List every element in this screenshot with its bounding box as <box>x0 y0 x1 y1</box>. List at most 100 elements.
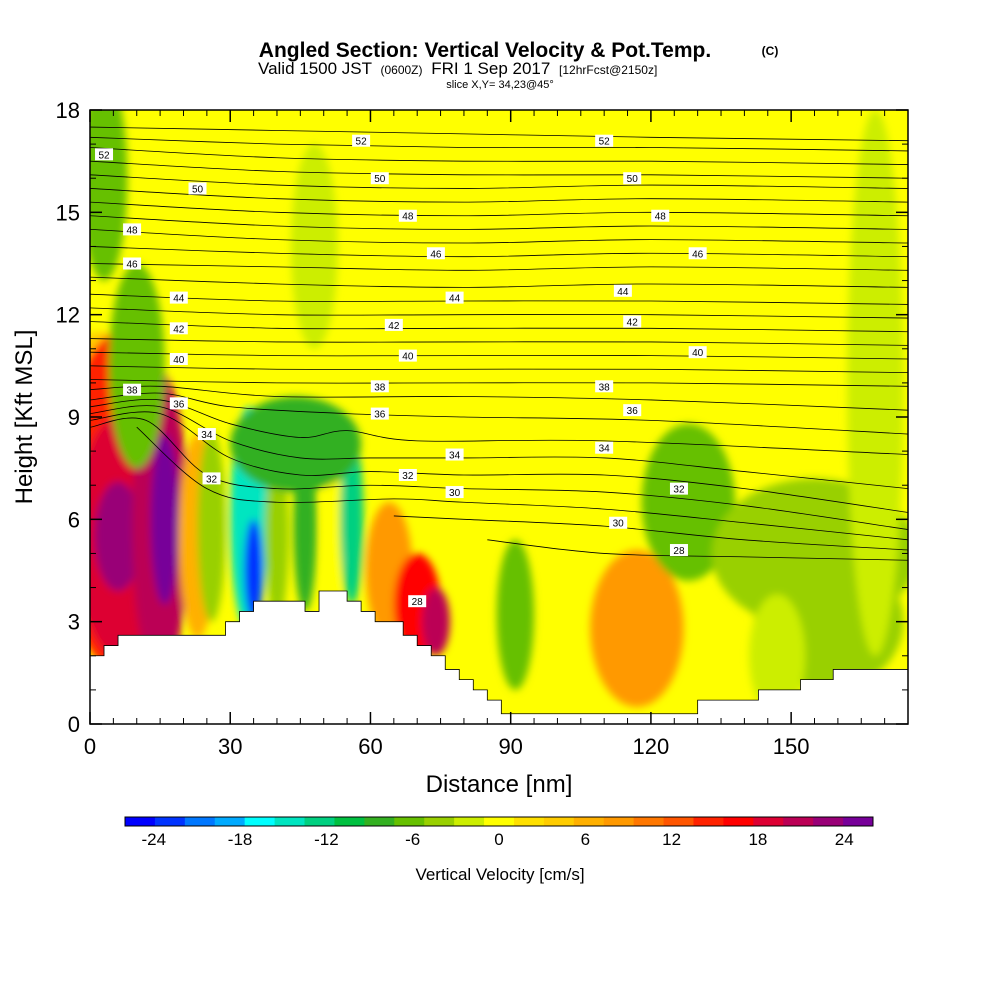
isentrope-label-44: 44 <box>169 291 188 305</box>
colorbar-tick-label: -24 <box>141 830 166 849</box>
x-axis: 0 30 60 90 120 150 <box>84 110 886 759</box>
title-block: Angled Section: Vertical Velocity & Pot.… <box>258 39 778 91</box>
svg-text:40: 40 <box>402 352 414 363</box>
velocity-cell-5 <box>150 434 179 605</box>
svg-text:32: 32 <box>402 471 414 482</box>
y-axis-label: Height [Kft MSL] <box>11 330 38 505</box>
svg-text:52: 52 <box>356 137 368 148</box>
svg-text:30: 30 <box>613 519 625 530</box>
svg-text:44: 44 <box>449 294 461 305</box>
x-tick-label: 30 <box>218 734 242 759</box>
subtitle: Valid 1500 JST (0600Z) FRI 1 Sep 2017 [1… <box>258 59 657 78</box>
svg-text:48: 48 <box>127 225 139 236</box>
isentrope-line-6 <box>90 201 908 217</box>
svg-text:36: 36 <box>173 399 185 410</box>
isentrope-label-30: 30 <box>609 516 628 530</box>
svg-text:34: 34 <box>449 451 461 462</box>
velocity-cell-10 <box>265 451 289 622</box>
colorbar: -24 -18 -12 -6 0 6 12 18 24 <box>124 816 874 849</box>
isentrope-line-2 <box>90 147 908 165</box>
isentrope-label-50: 50 <box>370 172 389 185</box>
isentrope-label-40: 40 <box>169 353 188 366</box>
isentrope-label-32: 32 <box>669 482 688 496</box>
velocity-cell-3 <box>94 481 142 591</box>
isentrope-line-13 <box>90 307 908 319</box>
subtitle-utc: (0600Z) <box>380 63 422 77</box>
isentrope-label-38: 38 <box>595 380 614 393</box>
x-tick-label: 0 <box>84 734 96 759</box>
colorbar-swatch-2 <box>184 817 216 826</box>
isentrope-label-32: 32 <box>398 468 417 482</box>
isentrope-line-20 <box>90 392 908 435</box>
colorbar-swatch-10 <box>424 817 455 826</box>
x-tick-label: 120 <box>633 734 670 759</box>
colorbar-swatch-24 <box>843 817 874 826</box>
svg-text:40: 40 <box>692 348 704 359</box>
velocity-field <box>90 110 908 718</box>
isentrope-line-0 <box>90 126 908 142</box>
colorbar-swatch-20 <box>723 817 754 826</box>
velocity-cell-7 <box>197 430 226 622</box>
velocity-cell-26 <box>749 594 806 718</box>
isentrope-label-32: 32 <box>202 472 221 485</box>
svg-text:44: 44 <box>617 287 629 298</box>
title-unit: (C) <box>762 44 779 58</box>
terrain <box>90 590 908 724</box>
y-tick-label: 0 <box>68 712 80 737</box>
y-tick-label: 6 <box>68 507 80 532</box>
colorbar-swatch-0 <box>125 817 156 826</box>
subtitle-valid: Valid 1500 JST <box>258 59 372 78</box>
colorbar-swatch-19 <box>693 817 724 826</box>
isentrope-label-40: 40 <box>688 346 707 359</box>
svg-text:46: 46 <box>692 249 704 260</box>
isentrope-label-30: 30 <box>445 486 464 499</box>
svg-text:32: 32 <box>206 474 218 485</box>
slice-label: slice X,Y= 34,23@45° <box>446 79 554 91</box>
isentrope-label-48: 48 <box>398 209 417 223</box>
isentrope-label-40: 40 <box>398 349 417 363</box>
colorbar-swatch-8 <box>364 817 395 826</box>
isentrope-line-4 <box>90 174 908 189</box>
y-tick-label: 3 <box>68 610 80 635</box>
svg-text:42: 42 <box>173 324 185 335</box>
colorbar-swatch-12 <box>484 817 515 826</box>
isentrope-label-52: 52 <box>352 134 371 148</box>
isentrope-label-52: 52 <box>595 134 614 148</box>
isentrope-label-52: 52 <box>95 148 114 161</box>
isentrope-label-48: 48 <box>651 209 670 223</box>
svg-text:48: 48 <box>655 212 667 223</box>
isentrope-line-22 <box>90 405 908 490</box>
colorbar-tick-label: 0 <box>494 830 503 849</box>
colorbar-tick-label: -12 <box>314 830 339 849</box>
isentrope-label-36: 36 <box>169 397 188 410</box>
colorbar-swatch-5 <box>274 817 306 826</box>
isentrope-line-16 <box>90 351 908 360</box>
velocity-cell-9 <box>244 519 263 622</box>
subtitle-forecast: [12hrFcst@2150z] <box>559 63 657 77</box>
colorbar-tick-label: 24 <box>835 830 854 849</box>
y-tick-label: 18 <box>56 98 80 123</box>
isentrope-label-36: 36 <box>623 404 642 417</box>
svg-text:46: 46 <box>127 260 139 271</box>
svg-text:38: 38 <box>599 382 611 393</box>
isentrope-line-25 <box>136 426 908 541</box>
isentrope-label-50: 50 <box>623 172 642 185</box>
colorbar-label: Vertical Velocity [cm/s] <box>415 865 584 884</box>
svg-text:42: 42 <box>627 317 639 328</box>
svg-text:28: 28 <box>673 546 685 557</box>
colorbar-tick-label: -18 <box>228 830 253 849</box>
colorbar-swatch-13 <box>513 817 545 826</box>
plot-area: 52 50 48 46 44 42 40 38 36 34 32 52 50 48 46 44 42 40 38 36… <box>90 110 908 724</box>
colorbar-swatch-11 <box>454 817 485 826</box>
velocity-cell-21 <box>590 550 684 707</box>
svg-text:48: 48 <box>402 212 414 223</box>
svg-text:36: 36 <box>627 406 639 417</box>
isentrope-label-34: 34 <box>445 448 464 462</box>
isentrope-label-34: 34 <box>595 441 614 455</box>
svg-text:34: 34 <box>201 430 213 441</box>
isentrope-label-28: 28 <box>408 595 427 608</box>
isentrope-line-24 <box>90 417 908 530</box>
velocity-cell-15 <box>108 263 165 469</box>
velocity-cell-13 <box>340 434 364 605</box>
svg-text:50: 50 <box>192 184 204 195</box>
